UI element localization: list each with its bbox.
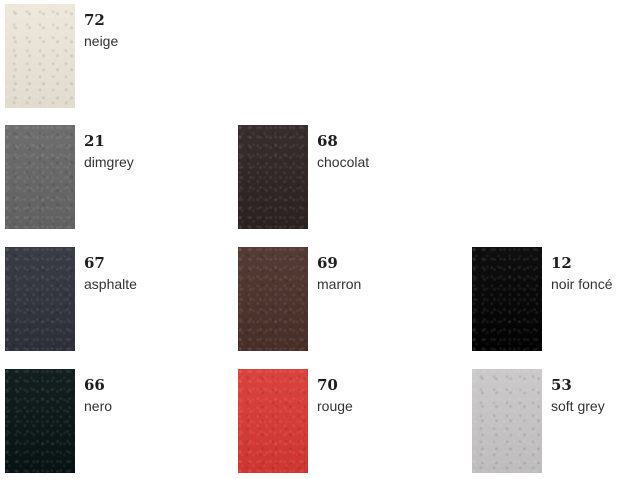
swatch-code: 66 bbox=[84, 376, 105, 394]
swatch-name: neige bbox=[84, 33, 119, 49]
swatch-name: rouge bbox=[317, 398, 353, 414]
swatch-name: nero bbox=[84, 398, 113, 414]
swatch-item-marron[interactable]: 69 marron bbox=[238, 247, 408, 357]
swatch-item-noir-fonce[interactable]: 12 noir foncé bbox=[472, 247, 621, 357]
color-swatch-chocolat[interactable] bbox=[238, 125, 308, 229]
swatch-code: 67 bbox=[84, 254, 105, 272]
color-swatch-marron[interactable] bbox=[238, 247, 308, 351]
swatch-code: 12 bbox=[551, 254, 572, 272]
color-swatch-rouge[interactable] bbox=[238, 369, 308, 473]
color-swatch-asphalte[interactable] bbox=[5, 247, 75, 351]
swatch-name: asphalte bbox=[84, 276, 137, 292]
swatch-name: marron bbox=[317, 276, 362, 292]
color-swatch-neige[interactable] bbox=[5, 4, 75, 108]
swatch-code: 68 bbox=[317, 132, 338, 150]
swatch-code: 21 bbox=[84, 132, 105, 150]
swatch-item-asphalte[interactable]: 67 asphalte bbox=[5, 247, 175, 357]
color-swatch-noir-fonce[interactable] bbox=[472, 247, 542, 351]
swatch-name: noir foncé bbox=[551, 276, 613, 292]
swatch-code: 53 bbox=[551, 376, 572, 394]
swatch-code: 72 bbox=[84, 11, 105, 29]
swatch-item-soft-grey[interactable]: 53 soft grey bbox=[472, 369, 621, 479]
color-swatch-nero[interactable] bbox=[5, 369, 75, 473]
swatch-item-rouge[interactable]: 70 rouge bbox=[238, 369, 408, 479]
swatch-code: 70 bbox=[317, 376, 338, 394]
swatch-item-chocolat[interactable]: 68 chocolat bbox=[238, 125, 408, 235]
swatch-item-dimgrey[interactable]: 21 dimgrey bbox=[5, 125, 175, 235]
swatch-name: chocolat bbox=[317, 154, 370, 170]
swatch-name: dimgrey bbox=[84, 154, 134, 170]
color-swatch-soft-grey[interactable] bbox=[472, 369, 542, 473]
swatch-item-neige[interactable]: 72 neige bbox=[5, 4, 175, 114]
swatch-name: soft grey bbox=[551, 398, 605, 414]
swatch-item-nero[interactable]: 66 nero bbox=[5, 369, 175, 479]
color-swatch-dimgrey[interactable] bbox=[5, 125, 75, 229]
swatch-code: 69 bbox=[317, 254, 338, 272]
